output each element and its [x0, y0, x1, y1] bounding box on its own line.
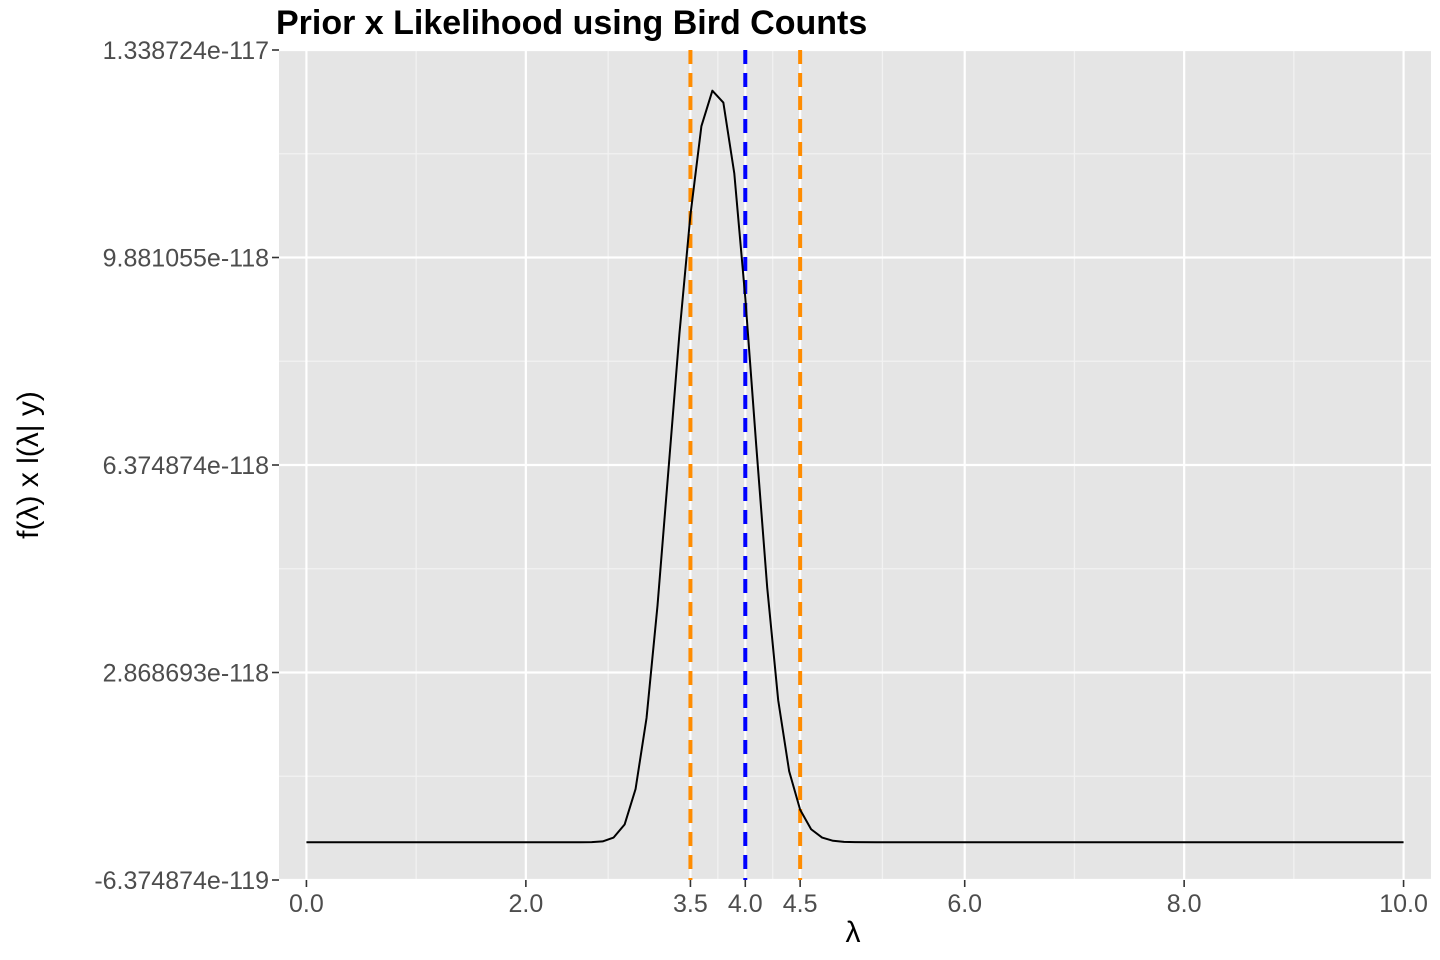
- x-tick-label: 6.0: [947, 890, 982, 918]
- y-tick-label: 9.881055e-118: [103, 245, 269, 273]
- y-tick-label: 1.338724e-117: [103, 37, 269, 65]
- y-tick-label: 6.374874e-118: [103, 452, 269, 480]
- x-axis: 0.0 2.0 3.5 4.0 4.5 6.0 8.0 10.0: [289, 880, 1428, 918]
- chart-title: Prior x Likelihood using Bird Counts: [276, 4, 867, 42]
- y-axis: -6.374874e-119 2.868693e-118 6.374874e-118…: [94, 37, 279, 895]
- series-group: [306, 89, 1404, 844]
- x-tick-label: 0.0: [289, 890, 324, 918]
- y-tick-label: -6.374874e-119: [94, 867, 269, 895]
- x-tick-label: 3.5: [673, 890, 708, 918]
- x-tick-label: 10.0: [1379, 890, 1428, 918]
- y-tick-label: 2.868693e-118: [103, 660, 269, 688]
- x-tick-label: 2.0: [508, 890, 543, 918]
- y-axis-title: f(λ) x l(λ| y): [12, 391, 45, 539]
- x-tick-label: 4.0: [728, 890, 763, 918]
- x-tick-label: 8.0: [1167, 890, 1202, 918]
- x-axis-title: λ: [846, 916, 861, 949]
- series-line: [306, 89, 1404, 844]
- x-tick-label: 4.5: [783, 890, 818, 918]
- reference-lines: [688, 50, 803, 880]
